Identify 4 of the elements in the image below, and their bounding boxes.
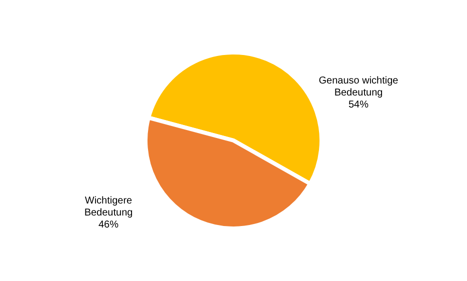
data-label: 46% — [98, 220, 119, 231]
data-label: 54% — [348, 99, 369, 110]
slice-label: Genauso wichtige Bedeutung — [318, 75, 399, 98]
slice-label: Wichtigere Bedeutung — [84, 196, 133, 219]
